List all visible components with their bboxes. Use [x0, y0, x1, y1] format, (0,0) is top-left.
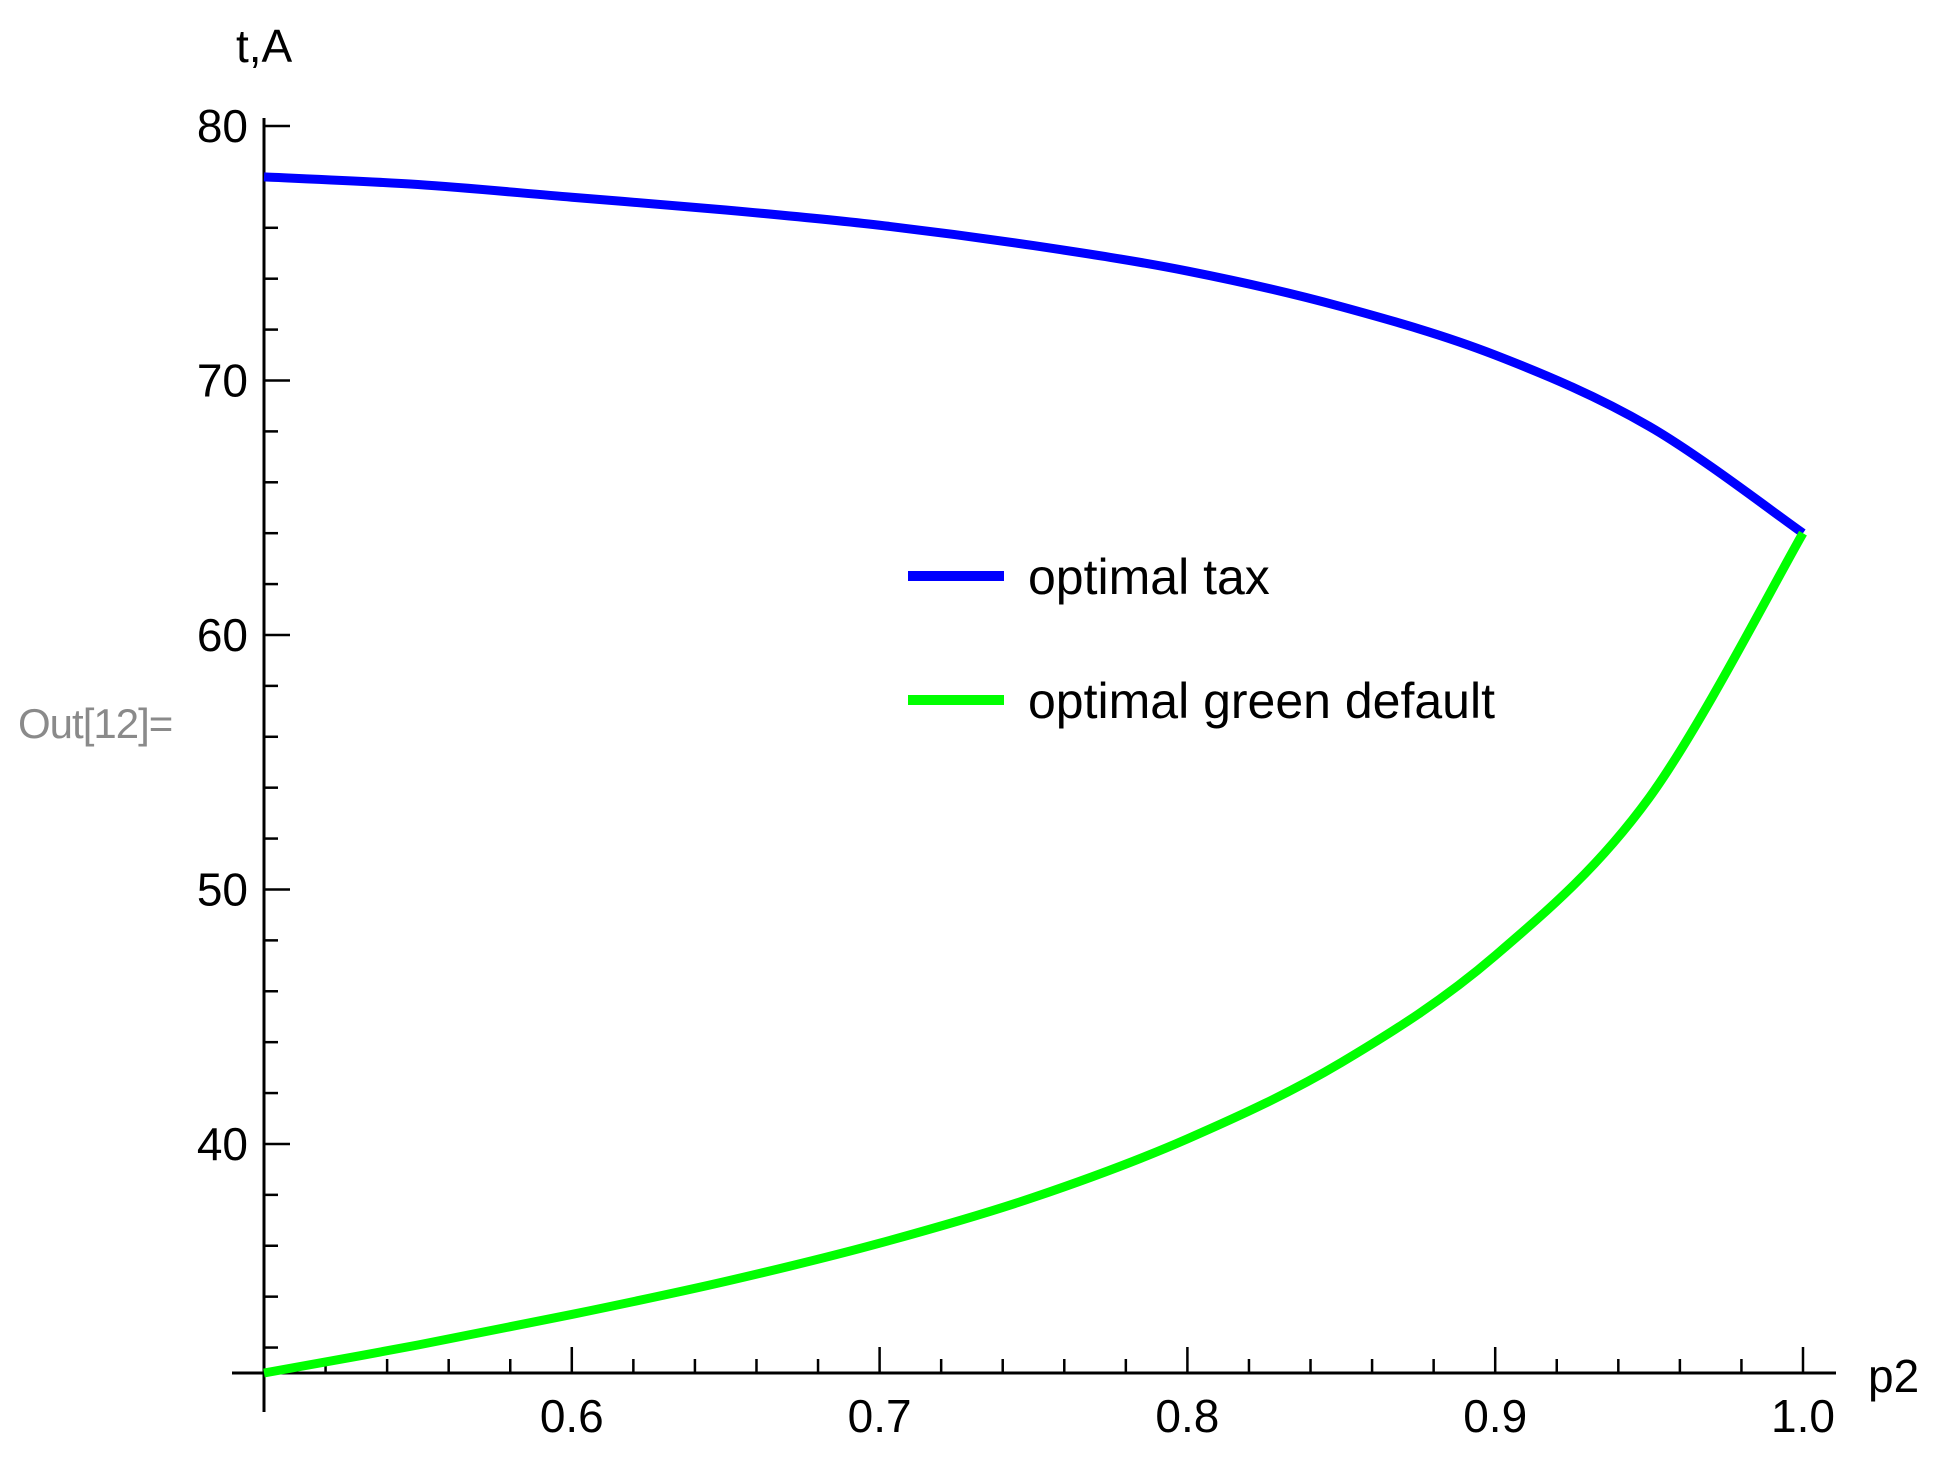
- series-line-optimal-green-default: [263, 530, 1807, 1378]
- y-tick-label: 70: [197, 354, 248, 406]
- y-tick-label: 60: [197, 609, 248, 661]
- y-tick-label: 40: [197, 1118, 248, 1170]
- x-tick-label: 0.9: [1463, 1390, 1527, 1442]
- x-tick-label: 1.0: [1771, 1390, 1835, 1442]
- x-tick-label: 0.6: [540, 1390, 604, 1442]
- output-cell-label: Out[12]=: [18, 700, 173, 747]
- axes: p2 t,A: [232, 20, 1919, 1412]
- series-lines: [263, 172, 1807, 1378]
- x-axis-title: p2: [1868, 1350, 1919, 1402]
- legend-label-optimal-green-default: optimal green default: [1028, 673, 1495, 729]
- y-tick-label: 50: [197, 863, 248, 915]
- x-tick-label: 0.8: [1155, 1390, 1219, 1442]
- ticks: 0.6 0.7 0.8 0.9 1.0 40 50 60 70 80: [197, 100, 1835, 1442]
- legend: optimal tax optimal green default: [908, 549, 1495, 729]
- legend-label-optimal-tax: optimal tax: [1028, 549, 1270, 605]
- y-axis-title: t,A: [236, 20, 293, 72]
- series-line-optimal-tax: [263, 172, 1806, 537]
- y-tick-label: 80: [197, 100, 248, 152]
- x-tick-label: 0.7: [848, 1390, 912, 1442]
